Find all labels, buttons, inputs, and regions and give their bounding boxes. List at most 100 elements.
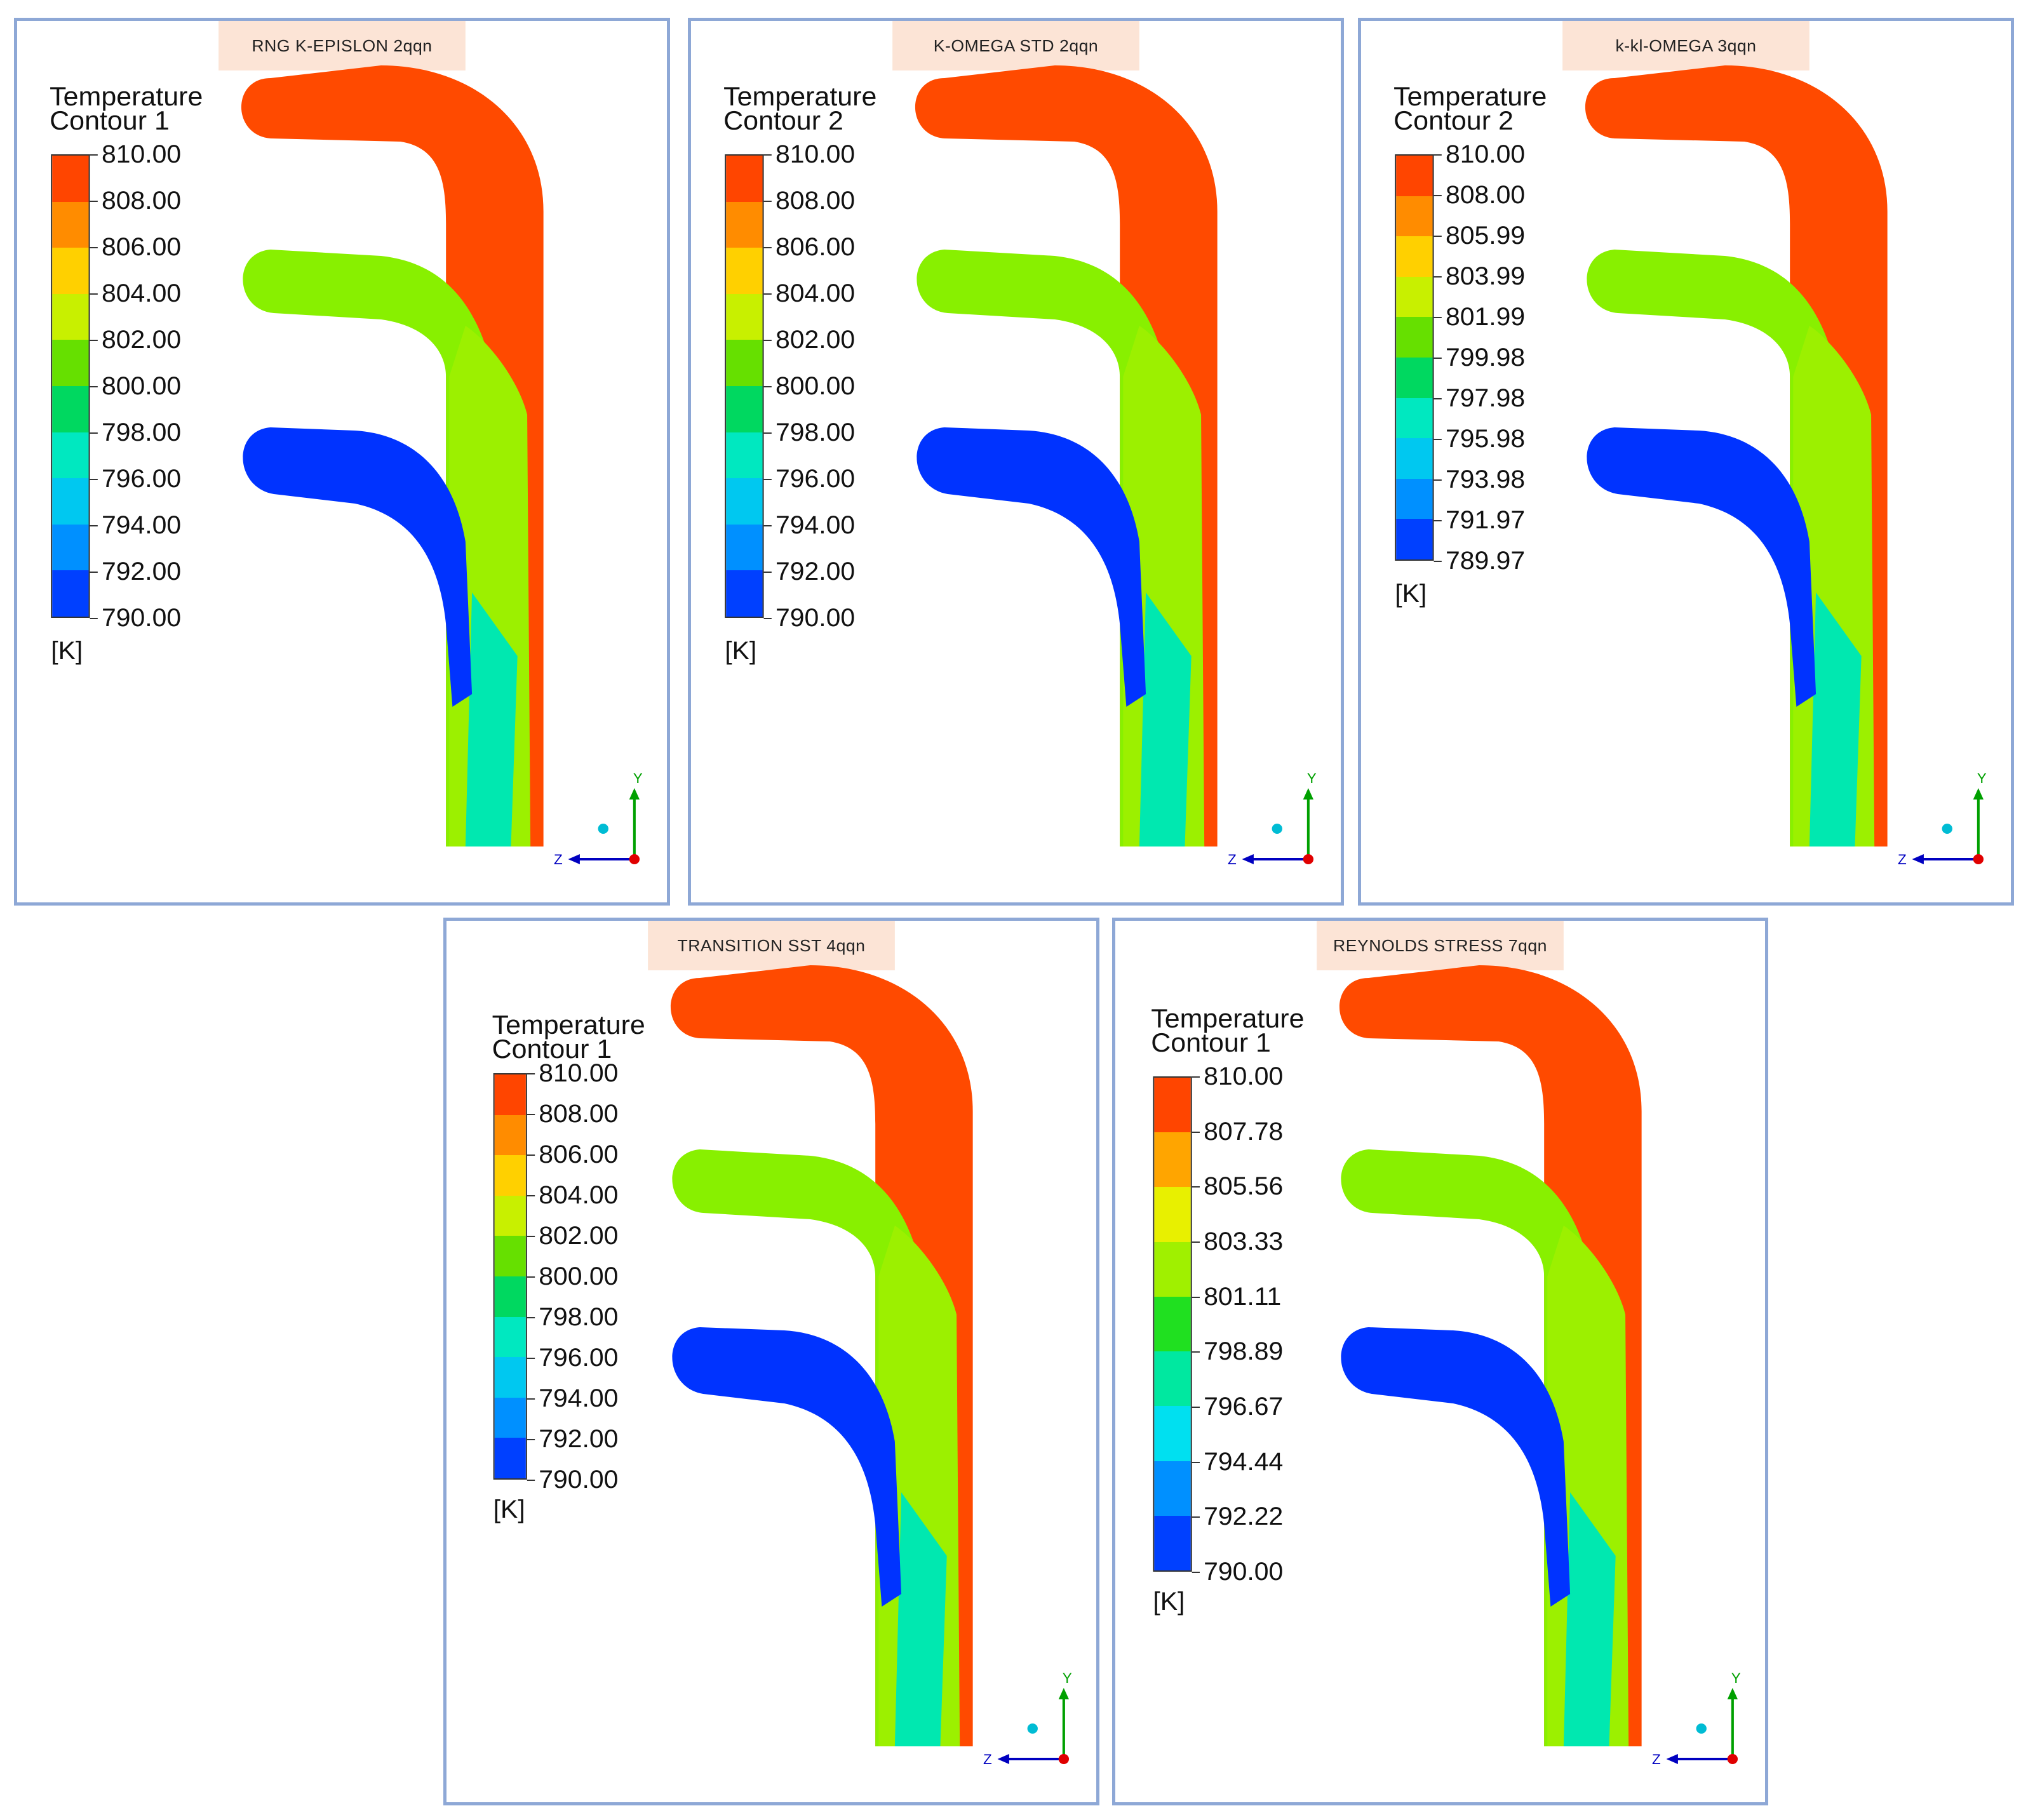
axis-triad: YZ xyxy=(554,770,643,867)
color-bar-tick xyxy=(90,340,98,341)
panel-content: K-OMEGA STD 2qqn Temperature Contour 2 8… xyxy=(691,21,1341,897)
unit-label: [K] xyxy=(725,637,757,665)
contour-panel-reynolds-stress: REYNOLDS STRESS 7qqn Temperature Contour… xyxy=(1112,918,1768,1805)
cold-inlet-region xyxy=(672,1327,902,1607)
color-bar-tick xyxy=(90,618,98,619)
legend-label: 802.00 xyxy=(775,326,856,354)
legend-title-line1: Temperature xyxy=(492,1010,645,1040)
z-axis-label: Z xyxy=(1652,1751,1661,1767)
color-bar-tick xyxy=(1192,1516,1200,1518)
z-axis-arrowhead xyxy=(1666,1754,1678,1764)
legend-label: 803.33 xyxy=(1204,1227,1284,1255)
color-bar-segment xyxy=(1154,1187,1191,1242)
x-axis-dot xyxy=(1942,824,1952,834)
cold-inlet-region xyxy=(916,427,1146,707)
legend-label: 801.11 xyxy=(1204,1282,1282,1311)
legend-label: 792.00 xyxy=(539,1425,619,1453)
color-bar-tick xyxy=(763,479,772,480)
color-bar-segment xyxy=(1396,156,1433,196)
color-bar-ticks xyxy=(90,154,98,619)
panel-content: TRANSITION SST 4qqn Temperature Contour … xyxy=(446,921,1096,1797)
color-bar-segment xyxy=(52,248,89,294)
color-bar xyxy=(1395,154,1434,561)
color-bar-tick xyxy=(90,201,98,202)
legend-label: 790.00 xyxy=(775,604,856,632)
pipe-geometry xyxy=(670,965,973,1746)
color-bar-tick xyxy=(527,1154,535,1156)
legend-label: 810.00 xyxy=(1204,1062,1284,1090)
color-bar-tick xyxy=(90,432,98,434)
legend-label: 795.98 xyxy=(1445,425,1526,453)
unit-label: [K] xyxy=(493,1495,525,1523)
mixing-cool-streak xyxy=(1809,592,1862,846)
color-bar-tick xyxy=(763,293,772,295)
mixing-cool-streak xyxy=(1139,592,1192,846)
legend-label: 808.00 xyxy=(101,187,182,215)
z-axis-label: Z xyxy=(1898,852,1907,867)
contour-panel-rng-k-epsilon: RNG K-EPISLON 2qqn Temperature Contour 1… xyxy=(14,18,670,906)
origin-dot xyxy=(1727,1754,1738,1764)
legend-label: 805.99 xyxy=(1445,222,1526,250)
color-bar-segment xyxy=(1154,1515,1191,1570)
color-bar-tick xyxy=(527,1073,535,1074)
color-bar-tick xyxy=(90,572,98,573)
legend-title: Temperature Contour 1 xyxy=(50,83,203,134)
legend-label: 800.00 xyxy=(775,372,856,400)
y-axis-arrowhead xyxy=(1058,1688,1070,1699)
pipe-geometry xyxy=(1585,65,1888,846)
color-bar-tick xyxy=(527,1195,535,1196)
color-bar-tick xyxy=(90,293,98,295)
x-axis-dot xyxy=(1272,824,1282,834)
color-bar-segment xyxy=(1396,196,1433,237)
color-bar-tick xyxy=(527,1439,535,1440)
color-bar-tick xyxy=(90,479,98,480)
contour-panel-transition-sst: TRANSITION SST 4qqn Temperature Contour … xyxy=(443,918,1099,1805)
legend-label: 794.00 xyxy=(775,511,856,539)
color-bar-segment xyxy=(1154,1296,1191,1352)
color-bar-segment xyxy=(1396,276,1433,318)
origin-dot xyxy=(1973,854,1984,864)
color-bar-ticks xyxy=(1434,154,1442,562)
color-bar-segment xyxy=(494,1155,526,1196)
color-bar-segment xyxy=(726,478,763,525)
legend-label: 805.56 xyxy=(1204,1172,1284,1201)
color-bar-tick xyxy=(763,525,772,526)
pipe-geometry xyxy=(915,65,1218,846)
legend-label: 810.00 xyxy=(101,140,182,168)
color-bar-tick xyxy=(1192,1186,1200,1188)
legend-label: 803.99 xyxy=(1445,262,1526,290)
color-bar-segment xyxy=(52,432,89,479)
mixing-cool-streak xyxy=(1563,1492,1616,1746)
color-bar-segment xyxy=(726,201,763,248)
axis-triad: YZ xyxy=(983,1670,1072,1767)
z-axis-arrowhead xyxy=(1912,854,1924,864)
color-bar-tick xyxy=(1434,195,1442,196)
color-bar-tick xyxy=(763,618,772,619)
color-bar-tick xyxy=(90,525,98,526)
color-bar-segment xyxy=(726,570,763,617)
origin-dot xyxy=(1303,854,1314,864)
mixing-cool-streak xyxy=(894,1492,947,1746)
axis-triad: YZ xyxy=(1652,1670,1741,1767)
y-axis-label: Y xyxy=(1731,1670,1741,1686)
x-axis-dot xyxy=(1696,1723,1707,1734)
color-bar-segment xyxy=(494,1114,526,1156)
color-bar-tick xyxy=(1192,1406,1200,1408)
color-bar-tick xyxy=(1192,1241,1200,1243)
color-bar xyxy=(493,1073,527,1480)
mixing-cool-streak xyxy=(465,592,518,846)
y-axis-label: Y xyxy=(1307,770,1317,786)
color-bar xyxy=(51,154,90,618)
color-bar-tick xyxy=(90,154,98,156)
legend-title-line1: Temperature xyxy=(723,81,877,111)
legend-label: 806.00 xyxy=(775,233,856,261)
legend-label: 794.00 xyxy=(539,1384,619,1412)
color-bar-segment xyxy=(1154,1406,1191,1461)
legend-title: Temperature Contour 1 xyxy=(492,1010,645,1062)
legend-label: 801.99 xyxy=(1445,303,1526,331)
legend-label: 808.00 xyxy=(539,1100,619,1128)
legend-label: 807.78 xyxy=(1204,1117,1284,1146)
color-bar-tick xyxy=(1434,276,1442,278)
color-bar-segment xyxy=(494,1438,526,1478)
legend-label: 798.00 xyxy=(539,1303,619,1331)
